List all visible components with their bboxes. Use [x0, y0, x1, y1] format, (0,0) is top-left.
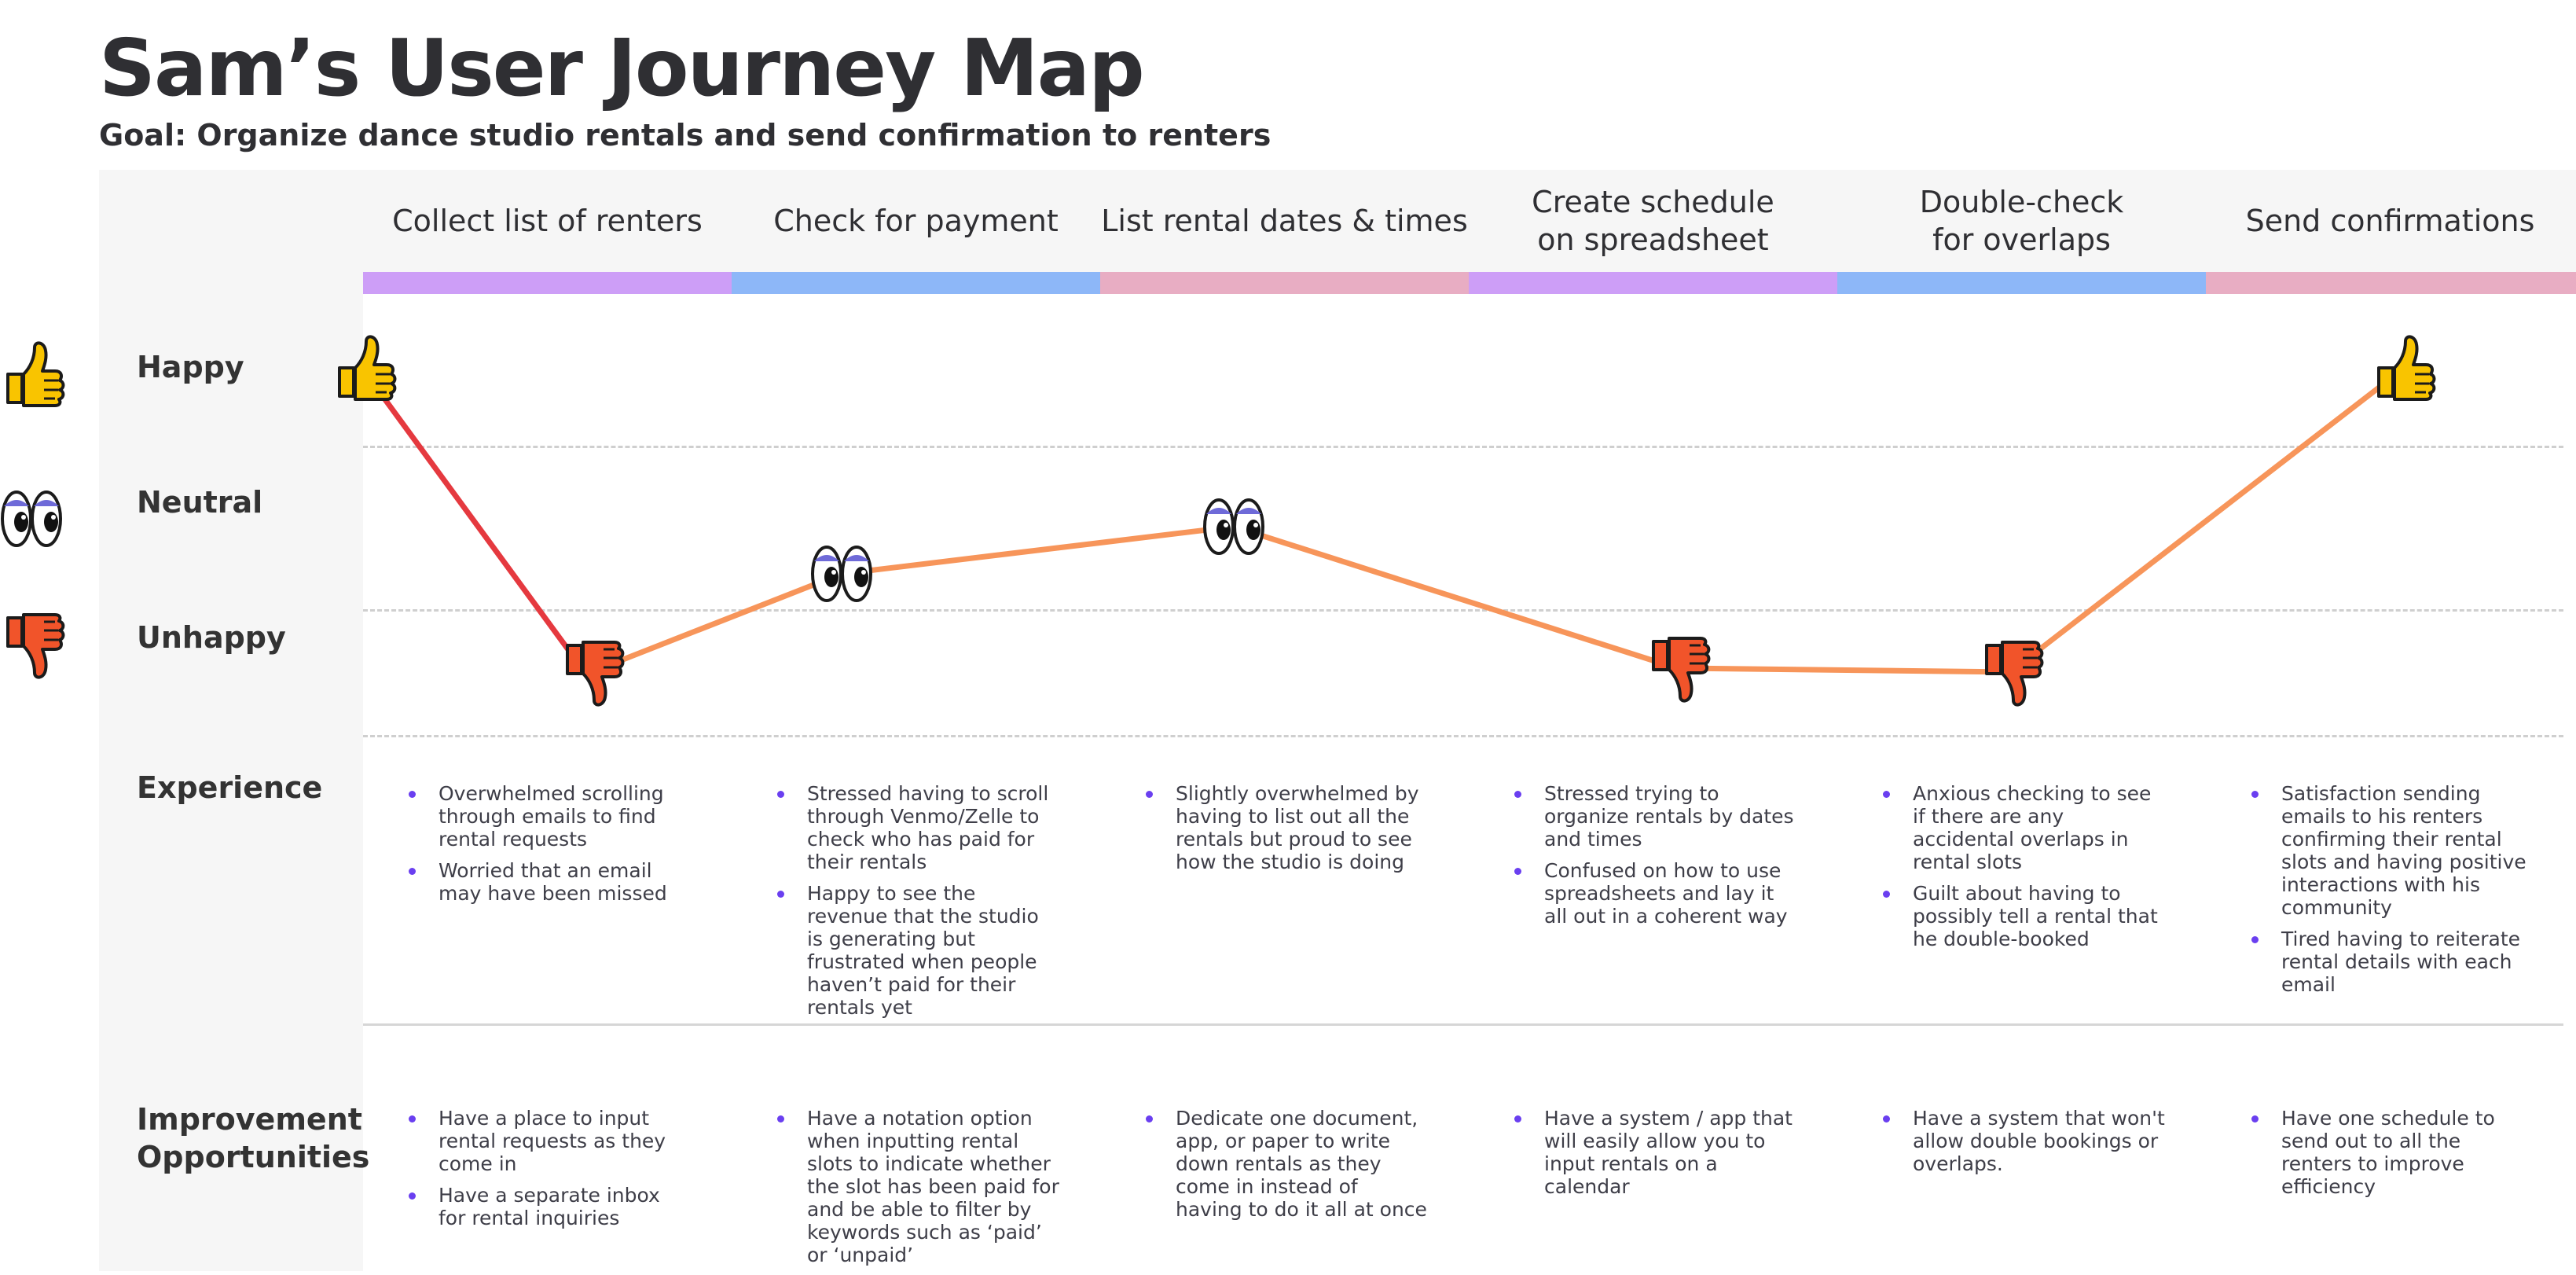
- improvement-cell-4: Have a system / app that will easily all…: [1514, 1107, 1797, 1207]
- experience-cell-4: Stressed trying to organize rentals by d…: [1514, 782, 1797, 936]
- legend-thumbs-down-icon: [6, 613, 65, 679]
- stage-header-5: Double-check for overlaps: [1919, 185, 2124, 257]
- stage-color-bar-3: [1100, 272, 1469, 294]
- experience-bullet: Overwhelmed scrolling through emails to …: [409, 782, 692, 851]
- stage-color-bar-5: [1837, 272, 2206, 294]
- divider-emotion-experience: [363, 735, 2563, 737]
- experience-bullet: Anxious checking to see if there are any…: [1883, 782, 2166, 873]
- stage-color-bar-4: [1469, 272, 1837, 294]
- stage-color-bar-1: [363, 272, 732, 294]
- stage-header-band: [363, 170, 2576, 272]
- emotion-point-4-eyes-icon: [1203, 498, 1264, 555]
- improvement-bullet: Have a notation option when inputting re…: [777, 1107, 1060, 1266]
- row-label-unhappy: Unhappy: [137, 620, 286, 655]
- improvement-bullet: Have a system / app that will easily all…: [1514, 1107, 1797, 1198]
- stage-header-4: Create schedule on spreadsheet: [1532, 185, 1774, 257]
- emotion-line-segment-2: [838, 524, 1237, 577]
- improvement-cell-3: Dedicate one document, app, or paper to …: [1146, 1107, 1429, 1229]
- emotion-line-segment-5: [2007, 366, 2405, 675]
- divider-experience-improvement: [363, 1023, 2563, 1026]
- row-label-column: [99, 170, 363, 1271]
- divider-neutral-unhappy: [363, 609, 2563, 612]
- row-label-improvement: Improvement Opportunities: [137, 1102, 370, 1174]
- experience-bullet: Slightly overwhelmed by having to list o…: [1146, 782, 1429, 873]
- emotion-point-2-thumbs-down-icon: [566, 641, 625, 707]
- stage-color-bar-2: [732, 272, 1100, 294]
- improvement-bullet: Have a separate inbox for rental inquiri…: [409, 1184, 692, 1229]
- improvement-bullet: Have a system that won't allow double bo…: [1883, 1107, 2166, 1175]
- legend-eyes-icon: [1, 491, 62, 547]
- experience-cell-5: Anxious checking to see if there are any…: [1883, 782, 2166, 959]
- emotion-point-5-thumbs-down-icon: [1652, 637, 1711, 703]
- page-subtitle: Goal: Organize dance studio rentals and …: [99, 118, 1271, 152]
- experience-bullet: Tired having to reiterate rental details…: [2251, 928, 2534, 996]
- journey-board: [99, 170, 2576, 1271]
- row-label-neutral: Neutral: [137, 485, 263, 520]
- improvement-cell-6: Have one schedule to send out to all the…: [2251, 1107, 2534, 1207]
- experience-cell-6: Satisfaction sending emails to his rente…: [2251, 782, 2534, 1005]
- experience-bullet: Confused on how to use spreadsheets and …: [1514, 859, 1797, 928]
- stage-header-2: Check for payment: [773, 204, 1059, 238]
- emotion-line-segment-4: [1674, 665, 2013, 675]
- improvement-cell-5: Have a system that won't allow double bo…: [1883, 1107, 2166, 1184]
- improvement-bullet: Dedicate one document, app, or paper to …: [1146, 1107, 1429, 1221]
- stage-header-1: Collect list of renters: [392, 204, 703, 238]
- emotion-point-3-eyes-icon: [811, 546, 872, 602]
- emotion-point-7-thumbs-up-icon: [2377, 335, 2436, 401]
- emotion-line-segment-3: [1231, 524, 1680, 671]
- improvement-cell-1: Have a place to input rental requests as…: [409, 1107, 692, 1238]
- emotion-point-6-thumbs-down-icon: [1985, 641, 2044, 707]
- row-label-happy: Happy: [137, 350, 244, 384]
- divider-happy-neutral: [363, 446, 2563, 448]
- stage-header-3: List rental dates & times: [1101, 204, 1468, 238]
- emotion-point-1-thumbs-up-icon: [338, 335, 397, 401]
- stage-color-bar-6: [2206, 272, 2576, 294]
- emotion-line-segment-1: [588, 571, 845, 675]
- experience-bullet: Happy to see the revenue that the studio…: [777, 882, 1060, 1019]
- row-label-experience: Experience: [137, 770, 323, 805]
- experience-bullet: Worried that an email may have been miss…: [409, 859, 692, 905]
- experience-bullet: Satisfaction sending emails to his rente…: [2251, 782, 2534, 919]
- experience-bullet: Stressed having to scroll through Venmo/…: [777, 782, 1060, 873]
- page-title: Sam’s User Journey Map: [99, 22, 1145, 114]
- experience-cell-2: Stressed having to scroll through Venmo/…: [777, 782, 1060, 1027]
- experience-cell-3: Slightly overwhelmed by having to list o…: [1146, 782, 1429, 882]
- improvement-bullet: Have a place to input rental requests as…: [409, 1107, 692, 1175]
- experience-bullet: Stressed trying to organize rentals by d…: [1514, 782, 1797, 851]
- legend-thumbs-up-icon: [6, 341, 65, 407]
- stage-header-6: Send confirmations: [2245, 204, 2535, 238]
- improvement-cell-2: Have a notation option when inputting re…: [777, 1107, 1060, 1275]
- experience-cell-1: Overwhelmed scrolling through emails to …: [409, 782, 692, 913]
- experience-bullet: Guilt about having to possibly tell a re…: [1883, 882, 2166, 950]
- emotion-line-drop: [360, 366, 588, 675]
- improvement-bullet: Have one schedule to send out to all the…: [2251, 1107, 2534, 1198]
